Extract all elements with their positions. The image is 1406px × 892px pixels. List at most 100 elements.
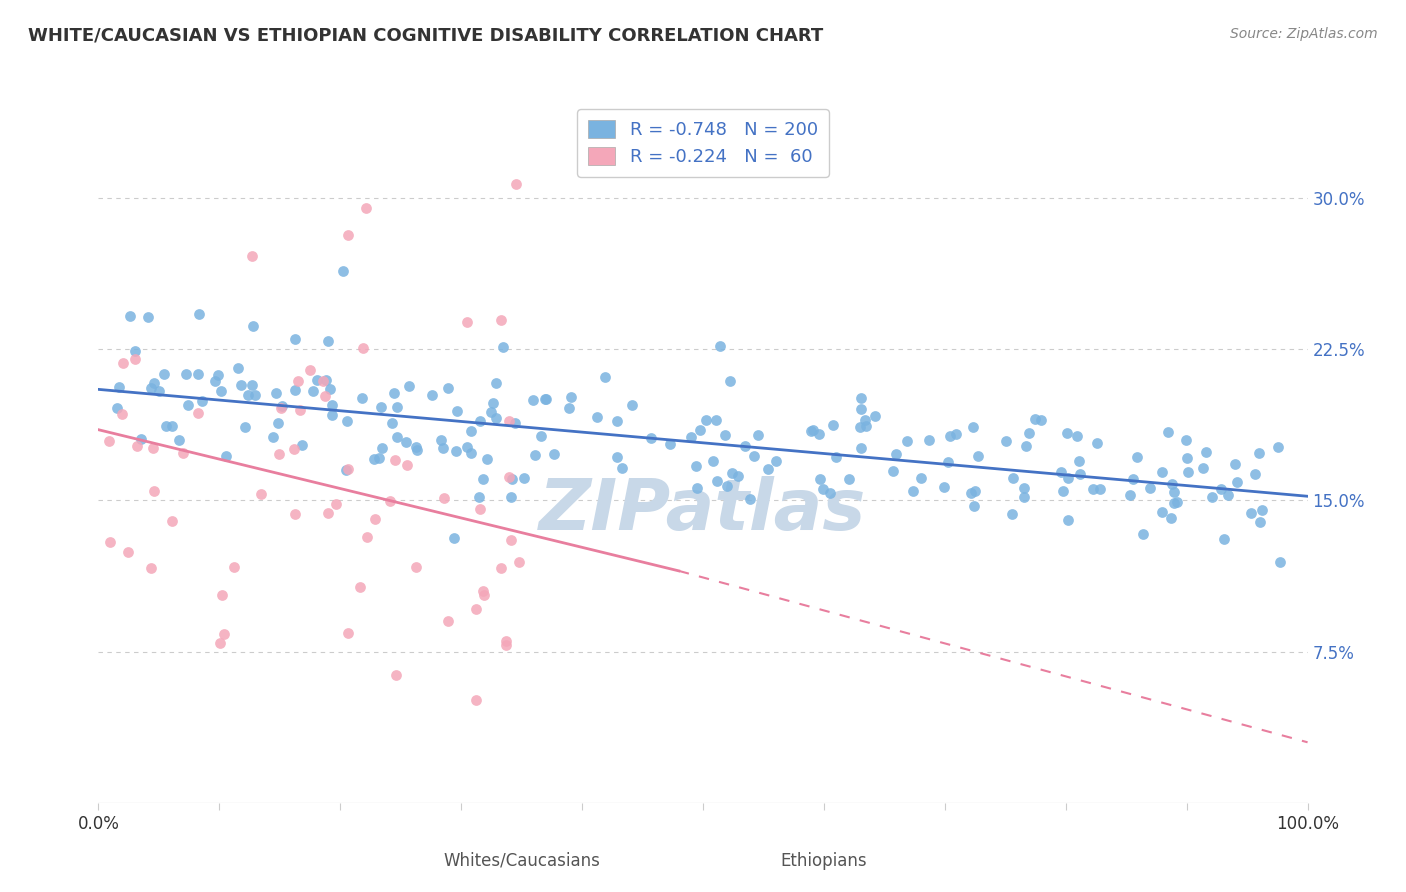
Point <box>522 393 544 408</box>
Point <box>288 402 311 417</box>
Point <box>1056 425 1078 440</box>
Point <box>325 497 347 511</box>
Point <box>169 433 191 447</box>
Point <box>370 441 392 455</box>
Point <box>129 432 152 446</box>
Point <box>560 390 582 404</box>
Point <box>593 369 616 384</box>
Point <box>659 437 682 451</box>
Text: WHITE/CAUCASIAN VS ETHIOPIAN COGNITIVE DISABILITY CORRELATION CHART: WHITE/CAUCASIAN VS ETHIOPIAN COGNITIVE D… <box>28 27 824 45</box>
Point <box>800 424 823 438</box>
Point <box>209 636 232 650</box>
Point <box>267 447 290 461</box>
Point <box>240 377 263 392</box>
Point <box>508 555 530 569</box>
Point <box>321 408 343 422</box>
Point <box>364 512 387 526</box>
Point <box>314 389 336 403</box>
Point <box>141 381 163 395</box>
Point <box>283 507 305 521</box>
Point <box>395 435 418 450</box>
Point <box>354 202 377 216</box>
Point <box>498 414 520 428</box>
Point <box>738 491 761 506</box>
Point <box>1226 475 1249 489</box>
Point <box>446 404 468 418</box>
Point <box>1150 505 1173 519</box>
Point <box>824 450 846 465</box>
Point <box>336 462 359 476</box>
Point <box>283 442 305 457</box>
Point <box>1090 482 1112 496</box>
Point <box>271 400 294 414</box>
Point <box>352 341 374 355</box>
Point <box>1132 526 1154 541</box>
Point <box>543 447 565 461</box>
Point <box>465 601 488 615</box>
Point <box>125 440 148 454</box>
Point <box>107 380 129 394</box>
Point <box>436 614 458 628</box>
Point <box>838 472 860 486</box>
Point <box>284 332 307 346</box>
Point <box>702 454 724 468</box>
Point <box>533 392 555 406</box>
Point <box>172 445 194 459</box>
Point <box>1249 446 1271 460</box>
Point <box>142 441 165 455</box>
Point <box>851 402 873 417</box>
Point <box>1174 433 1197 447</box>
Point <box>381 416 404 430</box>
Text: Ethiopians: Ethiopians <box>780 852 868 870</box>
Point <box>321 398 343 412</box>
Point <box>489 561 512 575</box>
Point <box>932 480 955 494</box>
Point <box>1139 481 1161 495</box>
Point <box>263 430 285 444</box>
Point <box>318 383 340 397</box>
Point <box>612 461 634 475</box>
Point <box>471 584 494 599</box>
Point <box>495 634 517 648</box>
Point <box>606 450 628 464</box>
Point <box>162 514 184 528</box>
Point <box>396 458 419 473</box>
Point <box>398 379 420 393</box>
Point <box>176 398 198 412</box>
Point <box>742 449 765 463</box>
Point <box>1085 435 1108 450</box>
Point <box>378 494 401 508</box>
Point <box>747 427 769 442</box>
Point <box>433 491 456 505</box>
Point <box>187 406 209 420</box>
Point <box>689 423 711 437</box>
Point <box>718 374 741 388</box>
Point <box>1057 471 1080 485</box>
Point <box>316 334 339 348</box>
Point <box>148 384 170 399</box>
Point <box>420 388 443 402</box>
Point <box>136 310 159 324</box>
Point <box>384 453 406 467</box>
Text: Source: ZipAtlas.com: Source: ZipAtlas.com <box>1230 27 1378 41</box>
Point <box>503 417 526 431</box>
Point <box>882 464 904 478</box>
Point <box>117 545 139 559</box>
Point <box>472 471 495 485</box>
Point <box>352 391 374 405</box>
Point <box>187 367 209 381</box>
Point <box>174 367 197 381</box>
Point <box>387 430 409 444</box>
Point <box>765 454 787 468</box>
Point <box>1029 413 1052 427</box>
Point <box>139 561 162 575</box>
Point <box>460 424 482 438</box>
Point <box>187 307 209 321</box>
Point <box>250 487 273 501</box>
Point <box>621 399 644 413</box>
Point <box>236 388 259 402</box>
Point <box>160 419 183 434</box>
Text: ZIPatlas: ZIPatlas <box>540 476 866 545</box>
Point <box>124 351 146 366</box>
Point <box>1249 515 1271 529</box>
